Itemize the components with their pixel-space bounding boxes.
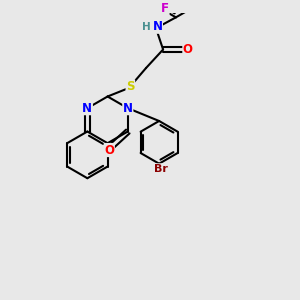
Text: N: N [82, 102, 92, 115]
Text: H: H [142, 22, 150, 32]
Text: S: S [126, 80, 135, 93]
Text: N: N [123, 102, 133, 115]
Text: O: O [104, 143, 114, 157]
Text: Br: Br [154, 164, 167, 174]
Text: N: N [152, 20, 162, 33]
Text: O: O [183, 43, 193, 56]
Text: F: F [161, 2, 169, 15]
